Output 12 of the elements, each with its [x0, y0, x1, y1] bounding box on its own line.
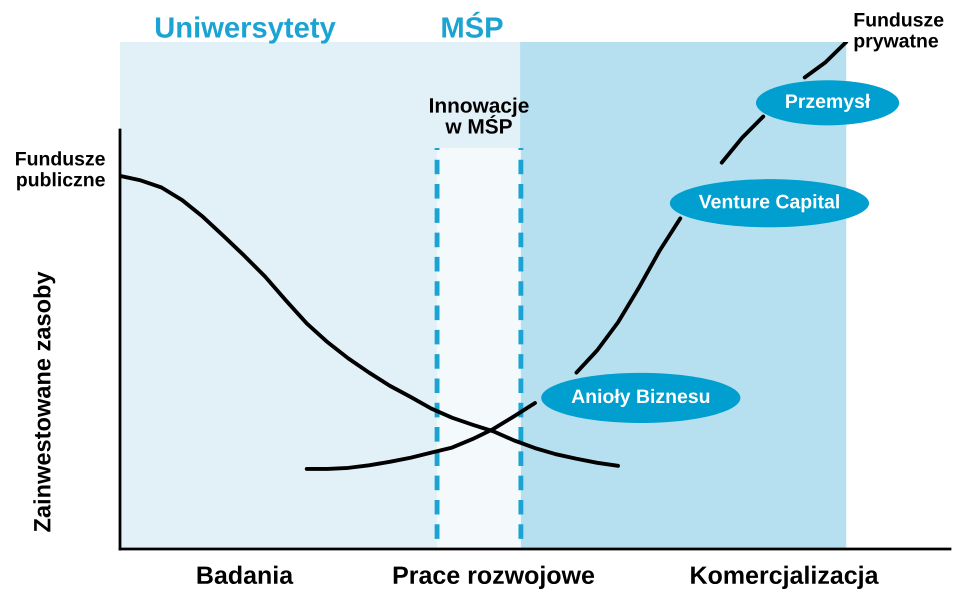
annotation: Venture Capital	[698, 194, 839, 212]
annotation: Innowacje w MŚP	[430, 98, 529, 134]
annotation: Anioły Biznesu	[572, 388, 710, 407]
annotation: Przemysł	[786, 94, 870, 112]
annotation: Fundusze prywatne	[854, 12, 944, 52]
text: MŚP	[442, 12, 503, 38]
x-tick-label: Komercjalizacja	[691, 566, 879, 589]
x-tick-label: Badania	[198, 566, 294, 584]
annotation: Uniwersytety	[156, 16, 336, 44]
x-tick-label: Prace rozwojowe	[394, 566, 594, 589]
y-axis-title: Zainwestowane zasoby	[33, 272, 56, 532]
text: Fundusze publiczne	[16, 151, 105, 190]
